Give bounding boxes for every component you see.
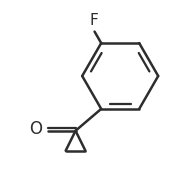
Text: F: F (89, 13, 98, 28)
Text: O: O (29, 120, 42, 138)
